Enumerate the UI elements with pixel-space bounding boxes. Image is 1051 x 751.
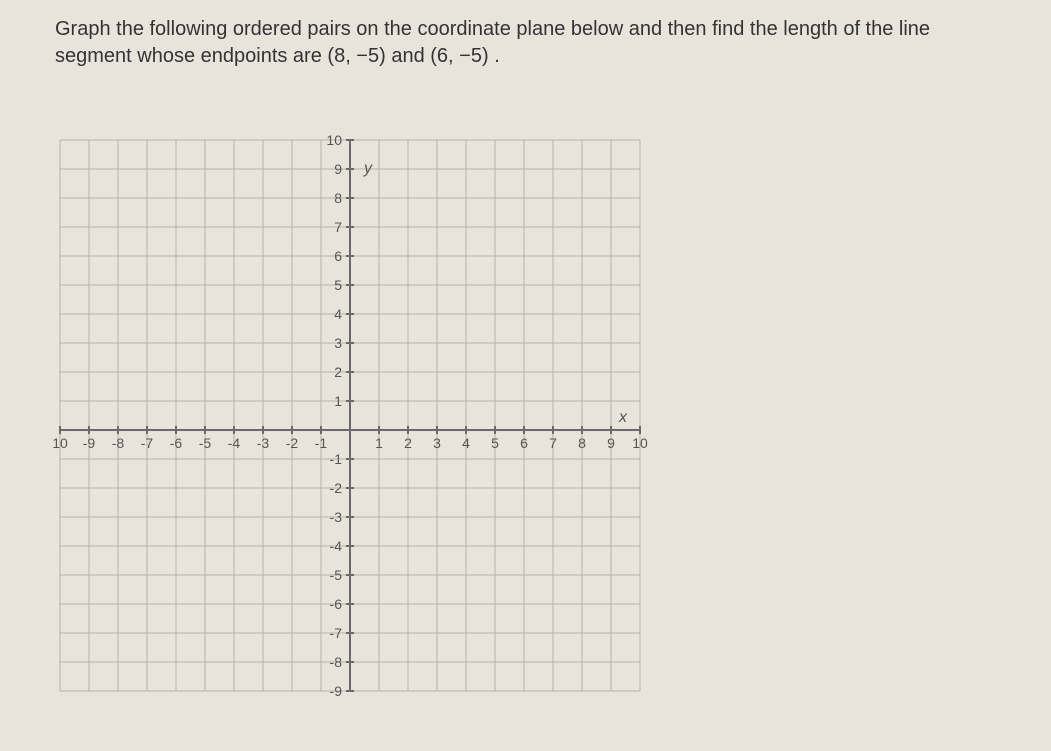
y-tick-label: -1 xyxy=(330,451,343,467)
x-tick-label: -4 xyxy=(228,435,241,451)
y-tick-label: -2 xyxy=(330,480,343,496)
y-tick-label: -5 xyxy=(330,567,343,583)
question-end: . xyxy=(494,45,500,67)
x-tick-label: -5 xyxy=(199,435,212,451)
y-tick-label: 1 xyxy=(334,393,342,409)
point-b: (6, −5) xyxy=(430,45,488,67)
y-tick-label: -3 xyxy=(330,509,343,525)
x-axis-label: x xyxy=(618,409,628,426)
y-tick-label: 6 xyxy=(334,248,342,264)
x-tick-label: 4 xyxy=(462,435,470,451)
question-line2-pre: segment whose endpoints are xyxy=(55,45,327,67)
x-tick-label: 7 xyxy=(549,435,557,451)
x-tick-label: 2 xyxy=(404,435,412,451)
x-tick-label: 8 xyxy=(578,435,586,451)
x-tick-label: -2 xyxy=(286,435,299,451)
x-tick-label: 9 xyxy=(607,435,615,451)
x-tick-label: -9 xyxy=(83,435,96,451)
y-tick-label: 8 xyxy=(334,190,342,206)
y-tick-label: 7 xyxy=(334,219,342,235)
x-tick-label: 10 xyxy=(52,435,68,451)
x-tick-label: -8 xyxy=(112,435,125,451)
y-tick-label: 4 xyxy=(334,306,342,322)
y-tick-label: -4 xyxy=(330,538,343,554)
x-tick-label: -7 xyxy=(141,435,154,451)
x-tick-label: 10 xyxy=(632,435,648,451)
x-tick-label: -6 xyxy=(170,435,183,451)
y-tick-label: 2 xyxy=(334,364,342,380)
question-mid: and xyxy=(391,45,430,67)
x-tick-label: 6 xyxy=(520,435,528,451)
question-line1: Graph the following ordered pairs on the… xyxy=(55,18,930,40)
x-tick-label: 1 xyxy=(375,435,383,451)
y-tick-label: -7 xyxy=(330,625,343,641)
y-tick-label: 10 xyxy=(326,132,342,148)
y-tick-label: -6 xyxy=(330,596,343,612)
x-tick-label: -1 xyxy=(315,435,328,451)
point-a: (8, −5) xyxy=(327,45,385,67)
y-tick-label: 9 xyxy=(334,161,342,177)
x-tick-label: -3 xyxy=(257,435,270,451)
coordinate-plane: 10-9-8-7-6-5-4-3-2-112345678910-9-8-7-6-… xyxy=(40,130,660,726)
x-tick-label: 3 xyxy=(433,435,441,451)
x-tick-label: 5 xyxy=(491,435,499,451)
question-text: Graph the following ordered pairs on the… xyxy=(55,16,1011,70)
y-tick-label: 3 xyxy=(334,335,342,351)
y-tick-label: 5 xyxy=(334,277,342,293)
graph-svg: 10-9-8-7-6-5-4-3-2-112345678910-9-8-7-6-… xyxy=(40,130,660,721)
y-tick-label: -9 xyxy=(330,683,343,699)
y-axis-label: y xyxy=(363,160,373,177)
y-tick-label: -8 xyxy=(330,654,343,670)
